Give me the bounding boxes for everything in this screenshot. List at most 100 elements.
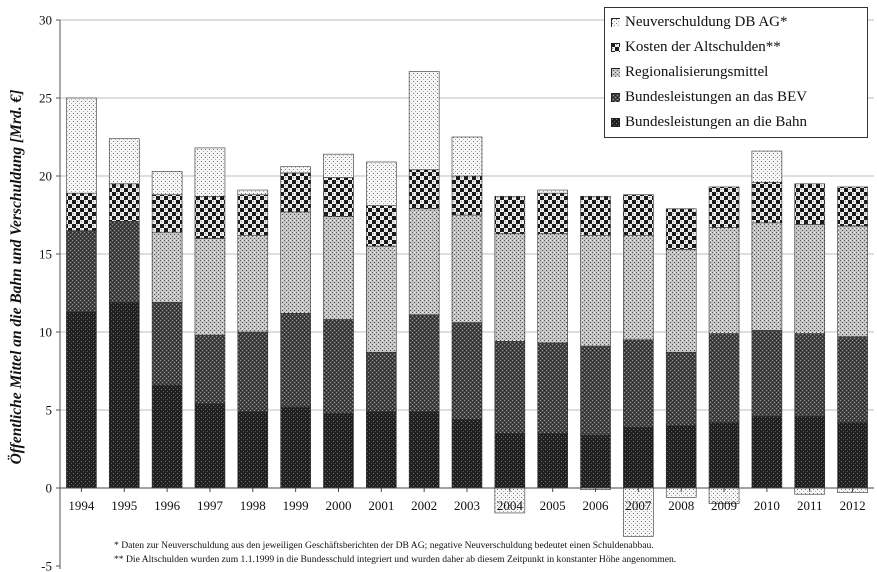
bar-segment-2012-2 — [837, 225, 868, 337]
y-tick-label: 10 — [39, 325, 52, 340]
bar-segment-1996-4 — [151, 171, 183, 196]
bar-segment-2004-1 — [494, 341, 526, 434]
bar-segment-2004-0 — [494, 433, 526, 489]
bar-segment-2005-3 — [537, 192, 568, 235]
bar-segment-2010-3 — [751, 181, 783, 224]
bar-segment-1998-2 — [237, 234, 269, 333]
legend-label: Regionalisierungsmittel — [625, 63, 769, 80]
footnote-neuverschuldung: * Daten zur Neuverschuldung aus den jewe… — [114, 540, 654, 551]
bar-segment-2009-1 — [708, 333, 740, 423]
bar-segment-1999-0 — [280, 406, 311, 489]
bar-segment-2010-2 — [751, 222, 783, 331]
bar-segment-2012-3 — [837, 186, 868, 227]
bar-segment-2005-2 — [537, 233, 568, 344]
bar-segment-2011-2 — [794, 224, 826, 334]
bar-segment-2006-0 — [580, 434, 611, 489]
bar-segment-2008-3 — [665, 208, 697, 250]
legend-swatch — [611, 67, 620, 77]
x-tick-label-1995: 1995 — [111, 498, 137, 513]
bar-segment-2011-3 — [794, 183, 826, 225]
bar-segment-2003-1 — [451, 322, 483, 420]
legend-item: Bundesleistungen an die Bahn — [611, 112, 807, 132]
bar-segment-2000-2 — [323, 216, 354, 320]
y-tick-label: 20 — [39, 169, 52, 184]
bar-segment-2002-3 — [408, 169, 440, 210]
bar-segment-1996-3 — [151, 194, 183, 233]
bar-segment-2011-0 — [794, 415, 826, 489]
bar-segment-2001-0 — [366, 411, 397, 489]
footnote-altschulden: ** Die Altschulden wurden zum 1.1.1999 i… — [114, 554, 677, 565]
bar-segment-2006-1 — [580, 345, 611, 436]
bar-segment-2001-2 — [366, 245, 397, 353]
bar-segment-1994-3 — [66, 192, 97, 231]
x-tick-label-2009: 2009 — [711, 498, 737, 513]
bar-segment-2002-4 — [408, 71, 440, 171]
y-tick-label: 25 — [39, 91, 52, 106]
bar-segment-2001-1 — [366, 351, 397, 412]
y-tick-label: 15 — [39, 247, 52, 262]
bar-segment-2010-1 — [751, 330, 783, 417]
x-tick-label-2005: 2005 — [540, 498, 566, 513]
bar-segment-1999-2 — [280, 211, 311, 314]
bar-segment-1997-4 — [194, 147, 226, 197]
bar-segment-2002-1 — [408, 314, 440, 412]
bar-segment-1998-0 — [237, 411, 269, 489]
bar-segment-2003-2 — [451, 214, 483, 323]
bar-segment-2008-2 — [665, 249, 697, 353]
bar-segment-1994-1 — [66, 230, 97, 313]
x-tick-label-1994: 1994 — [68, 498, 95, 513]
y-tick-label: -5 — [41, 559, 52, 572]
bar-segment-2004-2 — [494, 233, 526, 342]
legend-swatch — [611, 117, 620, 127]
bar-segment-2007-0 — [623, 426, 654, 489]
bar-segment-2008-1 — [665, 351, 697, 426]
bar-segment-2008-0 — [665, 425, 697, 489]
bar-segment-2009-0 — [708, 422, 740, 489]
bar-segment-2009-3 — [708, 186, 740, 228]
legend-item: Regionalisierungsmittel — [611, 62, 768, 82]
bar-segment-2003-3 — [451, 175, 483, 216]
bar-segment-2006-3 — [580, 195, 611, 236]
bar-segment-2005-1 — [537, 342, 568, 434]
bar-segment-2007-4 — [623, 487, 654, 537]
bar-segment-1999-1 — [280, 312, 311, 408]
bar-segment-2001-4 — [366, 161, 397, 206]
bar-segment-2000-1 — [323, 319, 354, 414]
bar-segment-1997-2 — [194, 238, 226, 336]
bar-segment-1998-4 — [237, 189, 269, 196]
chart-legend: Neuverschuldung DB AG* Kosten der Altschu… — [604, 7, 868, 138]
legend-item: Kosten der Altschulden** — [611, 37, 781, 57]
bar-segment-2003-4 — [451, 136, 483, 177]
bar-segment-1996-1 — [151, 302, 183, 386]
legend-label: Neuverschuldung DB AG* — [625, 13, 788, 30]
x-tick-label-2003: 2003 — [454, 498, 480, 513]
x-tick-label-2012: 2012 — [840, 498, 866, 513]
bar-segment-2002-2 — [408, 208, 440, 316]
bar-segment-1995-4 — [108, 138, 140, 185]
x-tick-label-1997: 1997 — [197, 498, 224, 513]
bar-segment-2007-2 — [623, 234, 654, 341]
bar-segment-2010-4 — [751, 150, 783, 183]
bar-segment-2002-0 — [408, 411, 440, 489]
legend-swatch — [611, 17, 620, 27]
y-tick-label: 30 — [39, 13, 52, 28]
bar-segment-1999-3 — [280, 172, 311, 213]
bar-segment-2006-2 — [580, 234, 611, 347]
x-tick-label-2007: 2007 — [625, 498, 652, 513]
bar-segment-2007-1 — [623, 339, 654, 428]
x-tick-label-2000: 2000 — [325, 498, 351, 513]
bar-segment-1997-3 — [194, 195, 226, 239]
x-tick-label-2004: 2004 — [497, 498, 524, 513]
bar-segment-1996-0 — [151, 384, 183, 489]
legend-label: Kosten der Altschulden** — [625, 38, 781, 55]
bar-segment-2007-3 — [623, 194, 654, 236]
bar-segment-1995-1 — [108, 220, 140, 303]
bar-segment-2003-0 — [451, 419, 483, 489]
x-tick-label-2008: 2008 — [668, 498, 694, 513]
bar-segment-2000-4 — [323, 153, 354, 178]
bar-segment-2012-0 — [837, 422, 868, 489]
x-tick-label-2011: 2011 — [797, 498, 823, 513]
bar-segment-1995-0 — [108, 302, 140, 489]
legend-item: Bundesleistungen an das BEV — [611, 87, 807, 107]
